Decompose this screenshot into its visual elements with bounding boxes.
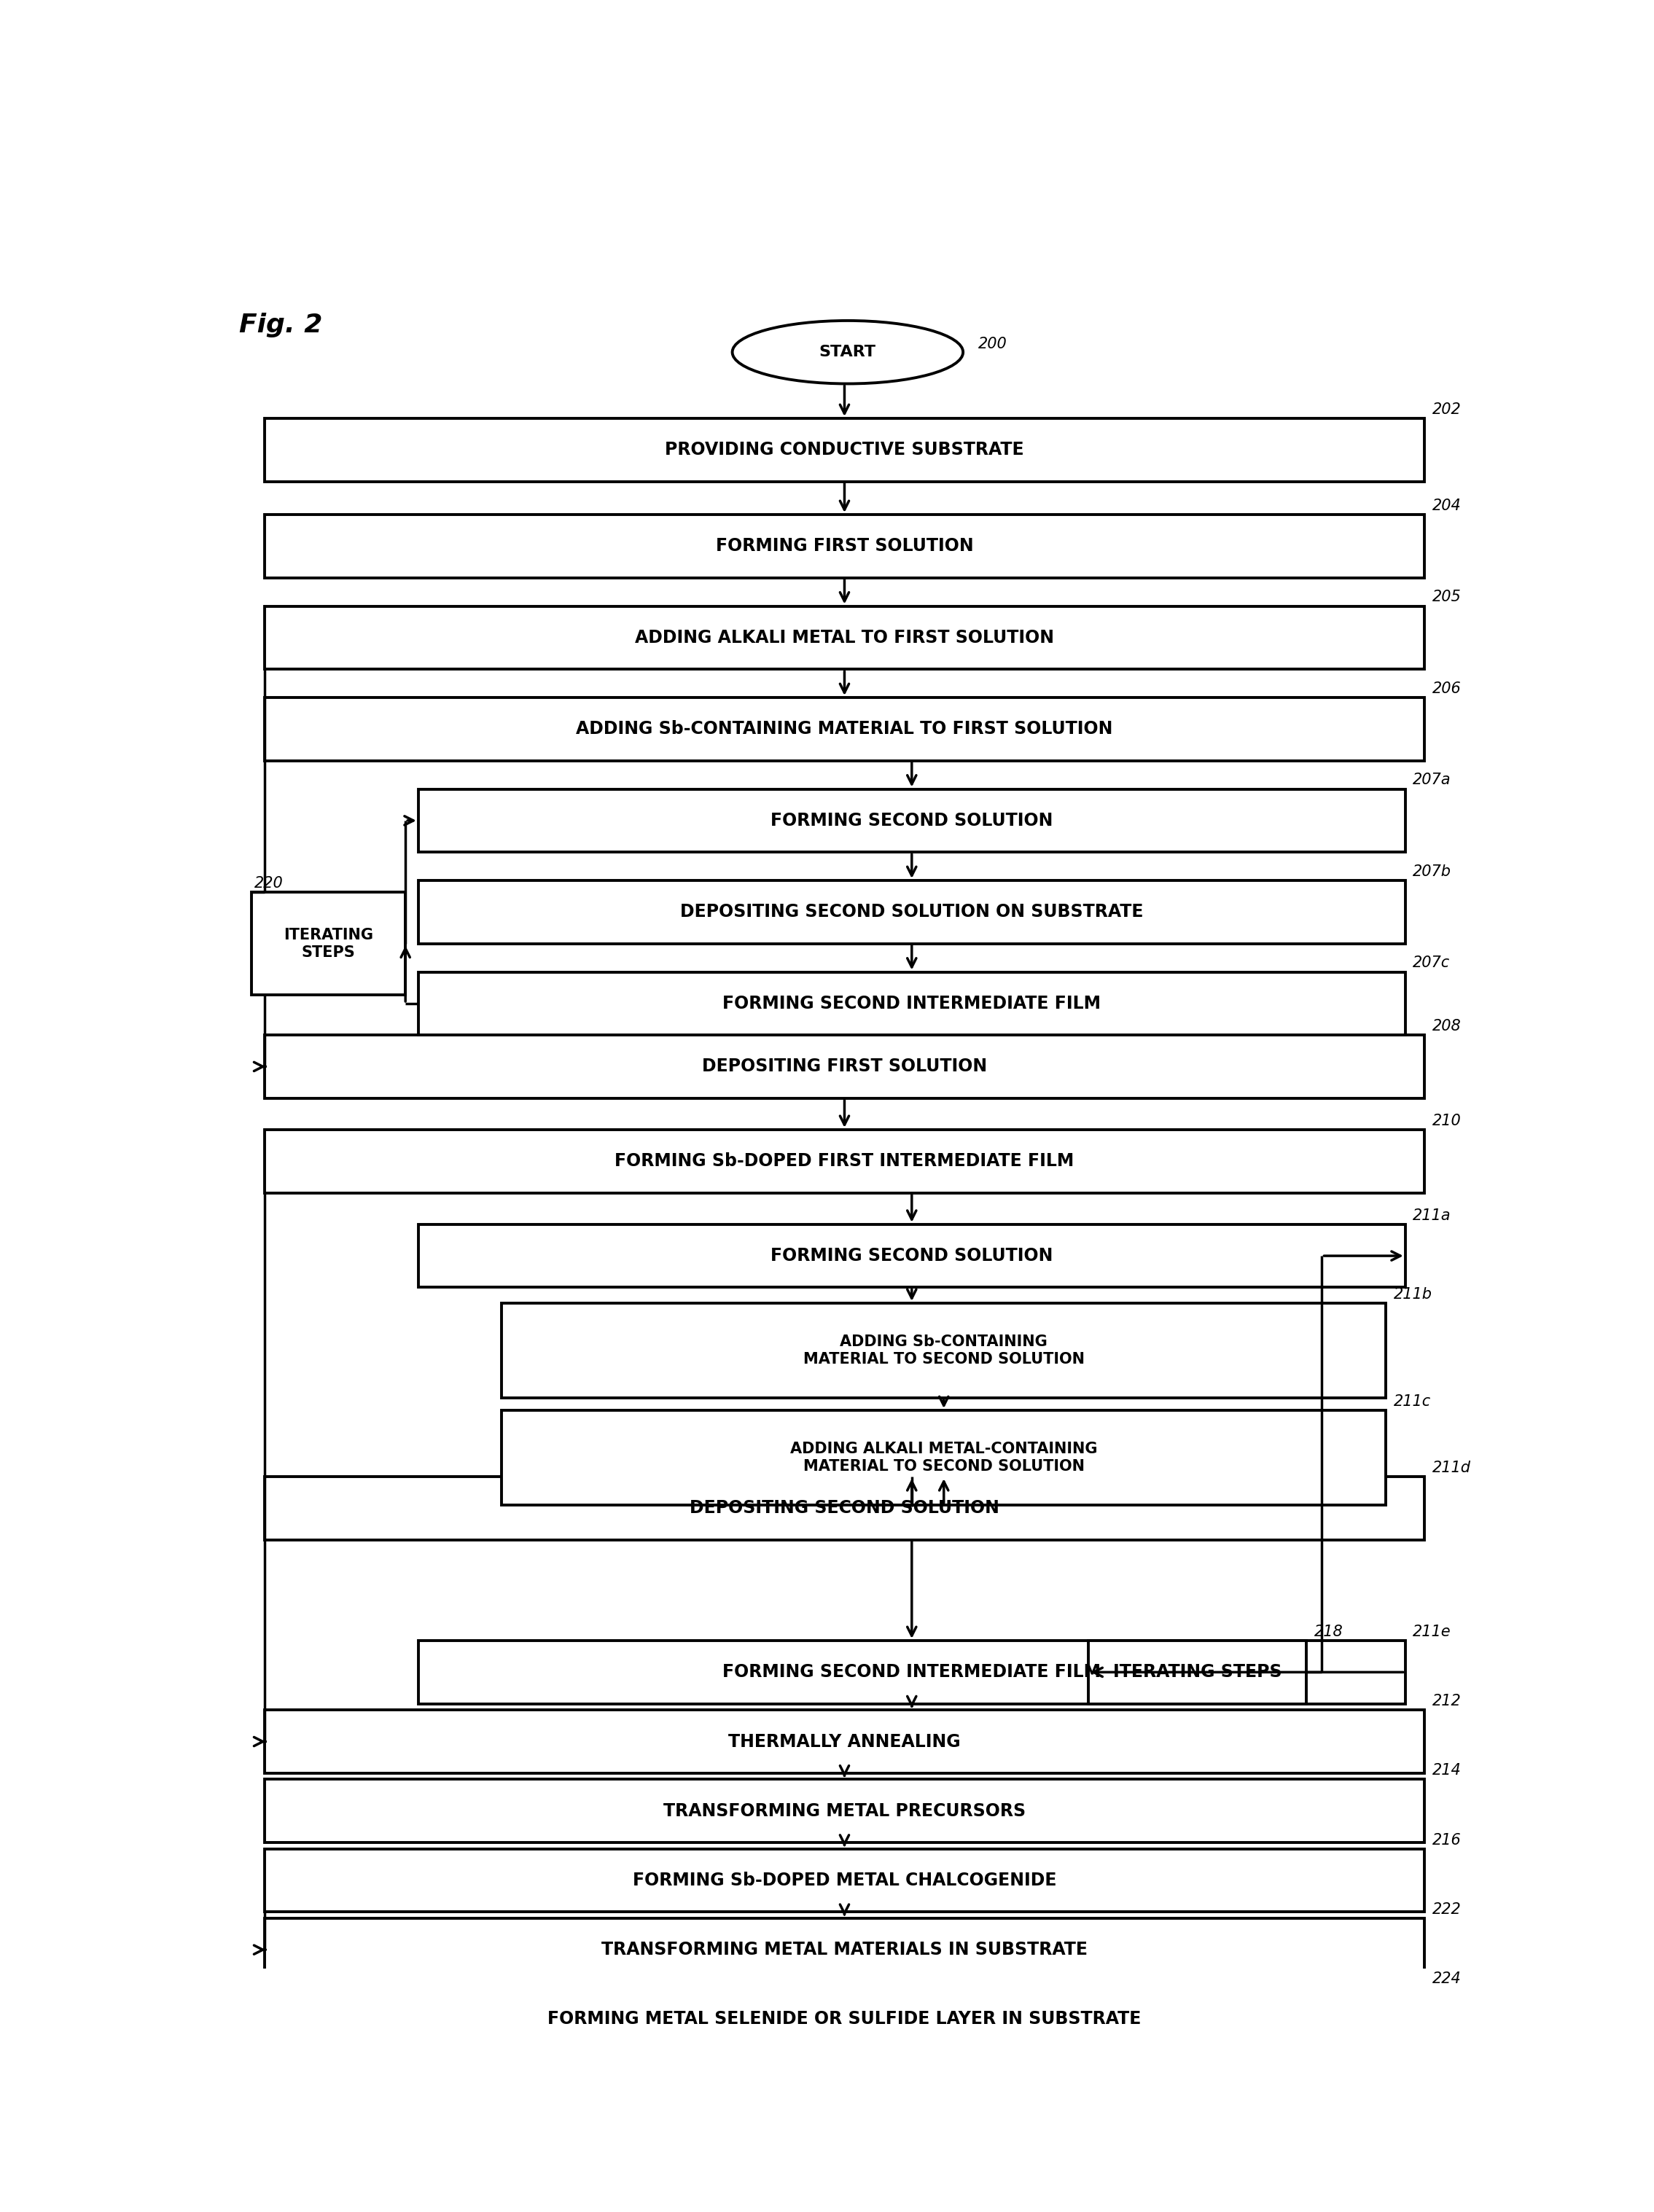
Text: FORMING Sb-DOPED FIRST INTERMEDIATE FILM: FORMING Sb-DOPED FIRST INTERMEDIATE FILM	[615, 1152, 1073, 1170]
Text: FORMING SECOND INTERMEDIATE FILM: FORMING SECOND INTERMEDIATE FILM	[723, 995, 1102, 1013]
FancyBboxPatch shape	[265, 1130, 1424, 1192]
Text: 222: 222	[1432, 1902, 1460, 1916]
Text: ADDING ALKALI METAL TO FIRST SOLUTION: ADDING ALKALI METAL TO FIRST SOLUTION	[635, 628, 1054, 646]
Text: 207b: 207b	[1413, 865, 1452, 878]
Text: FORMING SECOND SOLUTION: FORMING SECOND SOLUTION	[771, 1248, 1054, 1265]
Text: 210: 210	[1432, 1113, 1460, 1128]
FancyBboxPatch shape	[265, 606, 1424, 670]
Text: FORMING METAL SELENIDE OR SULFIDE LAYER IN SUBSTRATE: FORMING METAL SELENIDE OR SULFIDE LAYER …	[547, 2011, 1141, 2028]
Text: TRANSFORMING METAL PRECURSORS: TRANSFORMING METAL PRECURSORS	[663, 1803, 1025, 1820]
Text: DEPOSITING SECOND SOLUTION: DEPOSITING SECOND SOLUTION	[690, 1500, 999, 1517]
FancyBboxPatch shape	[265, 1989, 1424, 2051]
Text: ADDING Sb-CONTAINING
MATERIAL TO SECOND SOLUTION: ADDING Sb-CONTAINING MATERIAL TO SECOND …	[804, 1334, 1085, 1367]
Text: 207c: 207c	[1413, 956, 1451, 971]
Text: 208: 208	[1432, 1020, 1460, 1033]
Text: THERMALLY ANNEALING: THERMALLY ANNEALING	[728, 1732, 961, 1750]
FancyBboxPatch shape	[418, 1641, 1406, 1703]
Text: 218: 218	[1315, 1624, 1343, 1639]
Text: FORMING FIRST SOLUTION: FORMING FIRST SOLUTION	[716, 538, 973, 555]
Text: 220: 220	[255, 876, 283, 891]
FancyBboxPatch shape	[265, 1849, 1424, 1911]
FancyBboxPatch shape	[265, 1035, 1424, 1097]
Text: ITERATING STEPS: ITERATING STEPS	[1113, 1663, 1282, 1681]
FancyBboxPatch shape	[501, 1411, 1386, 1504]
Text: 224: 224	[1432, 1971, 1460, 1986]
FancyBboxPatch shape	[265, 1710, 1424, 1774]
Text: PROVIDING CONDUCTIVE SUBSTRATE: PROVIDING CONDUCTIVE SUBSTRATE	[665, 440, 1024, 458]
Text: 204: 204	[1432, 498, 1460, 513]
Text: ADDING Sb-CONTAINING MATERIAL TO FIRST SOLUTION: ADDING Sb-CONTAINING MATERIAL TO FIRST S…	[576, 721, 1113, 739]
FancyBboxPatch shape	[418, 1223, 1406, 1287]
Text: 211a: 211a	[1413, 1208, 1451, 1223]
FancyBboxPatch shape	[265, 418, 1424, 482]
Text: FORMING Sb-DOPED METAL CHALCOGENIDE: FORMING Sb-DOPED METAL CHALCOGENIDE	[632, 1871, 1057, 1889]
FancyBboxPatch shape	[265, 1918, 1424, 1982]
FancyBboxPatch shape	[265, 697, 1424, 761]
Text: 211c: 211c	[1394, 1394, 1431, 1409]
Text: 212: 212	[1432, 1694, 1460, 1708]
FancyBboxPatch shape	[418, 971, 1406, 1035]
Text: DEPOSITING FIRST SOLUTION: DEPOSITING FIRST SOLUTION	[701, 1057, 987, 1075]
Text: 205: 205	[1432, 591, 1460, 604]
Text: ITERATING
STEPS: ITERATING STEPS	[284, 927, 374, 960]
Text: 211b: 211b	[1394, 1287, 1432, 1301]
FancyBboxPatch shape	[265, 1778, 1424, 1843]
Text: 202: 202	[1432, 403, 1460, 416]
Text: START: START	[819, 345, 877, 361]
Text: FORMING SECOND SOLUTION: FORMING SECOND SOLUTION	[771, 812, 1054, 830]
Text: 211d: 211d	[1432, 1460, 1470, 1475]
Text: 214: 214	[1432, 1763, 1460, 1778]
Text: FORMING SECOND INTERMEDIATE FILM: FORMING SECOND INTERMEDIATE FILM	[723, 1663, 1102, 1681]
Text: ADDING ALKALI METAL-CONTAINING
MATERIAL TO SECOND SOLUTION: ADDING ALKALI METAL-CONTAINING MATERIAL …	[791, 1442, 1098, 1473]
FancyBboxPatch shape	[251, 891, 405, 995]
Text: DEPOSITING SECOND SOLUTION ON SUBSTRATE: DEPOSITING SECOND SOLUTION ON SUBSTRATE	[680, 902, 1143, 920]
FancyBboxPatch shape	[265, 1478, 1424, 1540]
FancyBboxPatch shape	[265, 515, 1424, 577]
Text: TRANSFORMING METAL MATERIALS IN SUBSTRATE: TRANSFORMING METAL MATERIALS IN SUBSTRAT…	[602, 1940, 1088, 1958]
FancyBboxPatch shape	[501, 1303, 1386, 1398]
Text: 211e: 211e	[1413, 1624, 1451, 1639]
Text: 206: 206	[1432, 681, 1460, 697]
FancyBboxPatch shape	[1088, 1641, 1307, 1703]
Ellipse shape	[733, 321, 963, 383]
Text: 216: 216	[1432, 1834, 1460, 1847]
Text: 207a: 207a	[1413, 772, 1451, 787]
FancyBboxPatch shape	[418, 880, 1406, 945]
Text: 200: 200	[979, 336, 1007, 352]
FancyBboxPatch shape	[418, 790, 1406, 852]
Text: Fig. 2: Fig. 2	[238, 312, 323, 338]
